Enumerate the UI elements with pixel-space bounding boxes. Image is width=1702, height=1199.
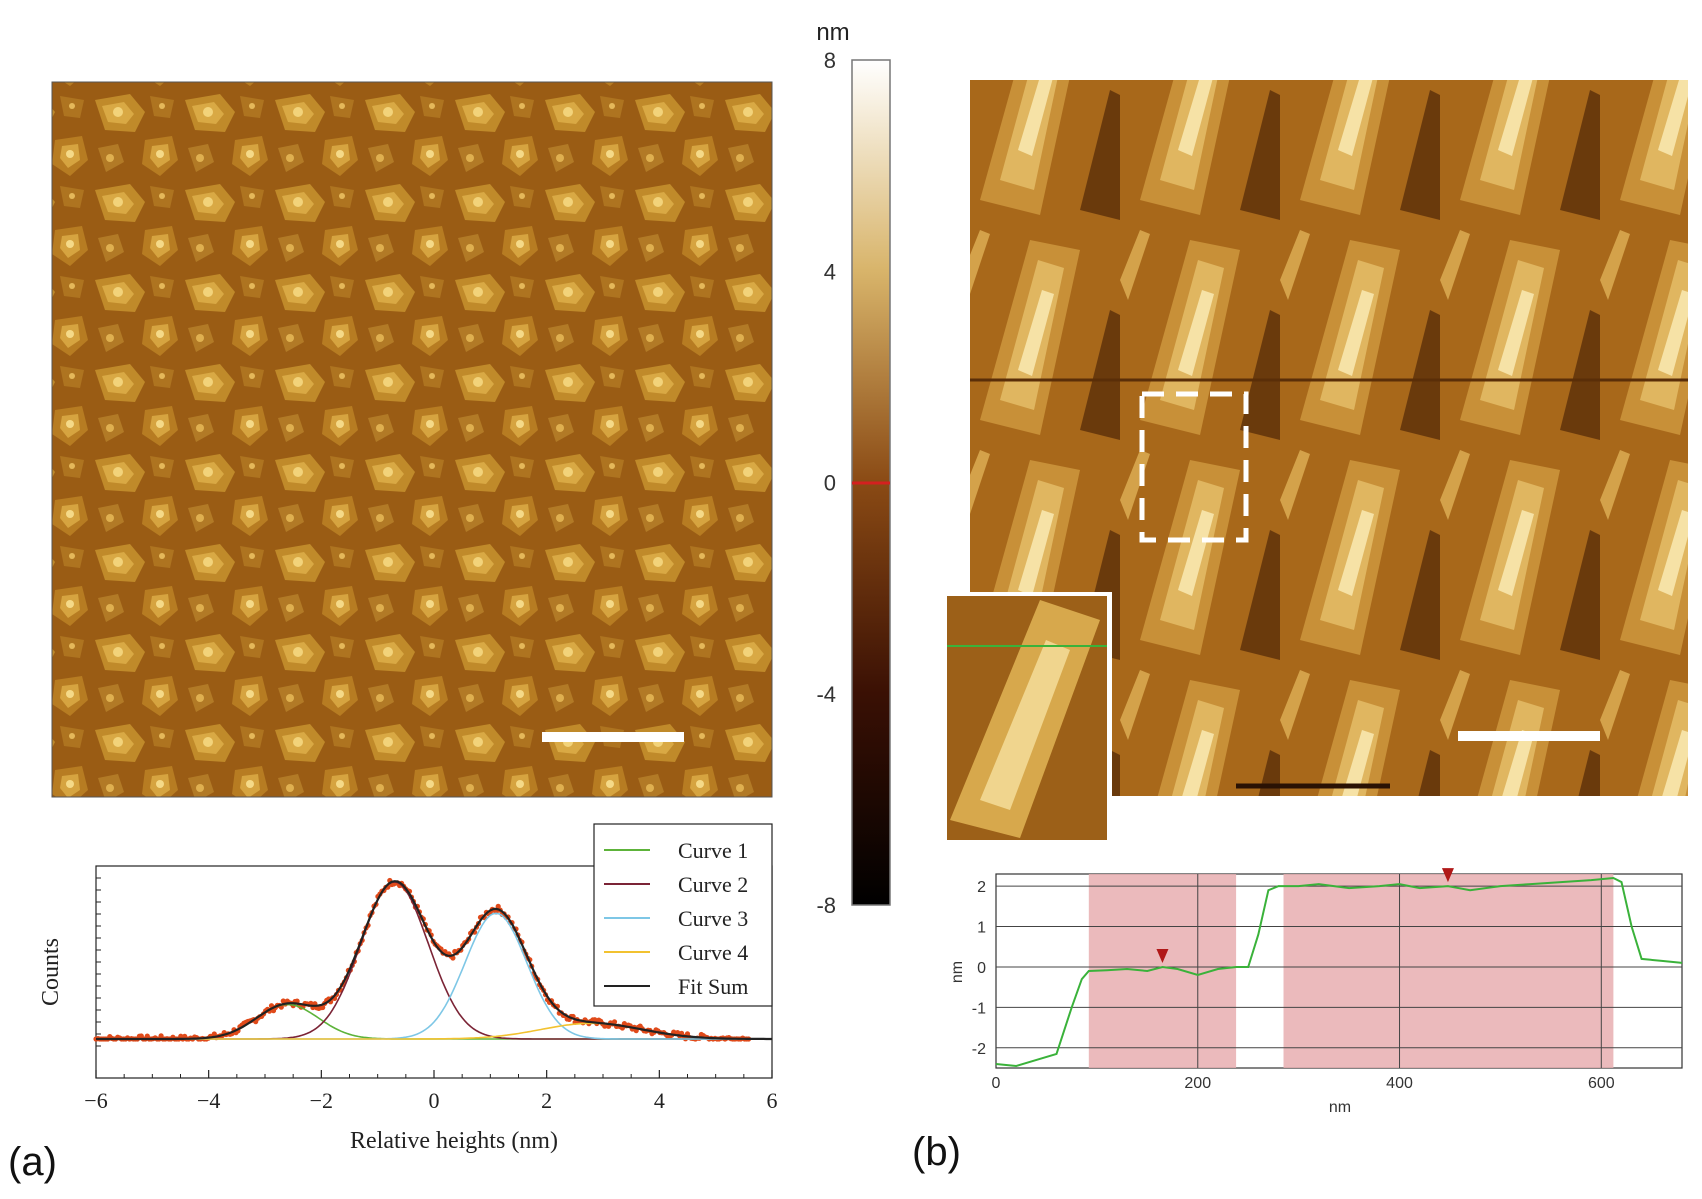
histogram-data-point bbox=[611, 1019, 618, 1025]
colorbar-tick-label: 4 bbox=[824, 259, 836, 284]
profile-x-label: nm bbox=[1329, 1099, 1351, 1116]
histogram-x-tick-label: −2 bbox=[310, 1088, 333, 1113]
histogram-legend-label: Curve 4 bbox=[678, 940, 748, 965]
panel-label-a: (a) bbox=[8, 1140, 57, 1184]
histogram-x-tick-label: 0 bbox=[429, 1088, 440, 1113]
profile-shaded-region bbox=[1283, 874, 1614, 1068]
profile-y-tick-label: 0 bbox=[977, 960, 986, 977]
histogram-legend: Curve 1 Curve 2 Curve 3 Curve 4 Fit Sum bbox=[593, 823, 773, 1007]
panel-label-b: (b) bbox=[912, 1130, 961, 1174]
zoom-region-box bbox=[1139, 391, 1249, 543]
colorbar-tick-label: 8 bbox=[824, 48, 836, 73]
profile-chart: 2 1 0 -1 -2 0 200 400 600 nm nm bbox=[949, 868, 1683, 1116]
profile-y-tick-label: -2 bbox=[972, 1041, 986, 1058]
histogram-data-point bbox=[320, 1004, 326, 1011]
profile-marker bbox=[1441, 868, 1454, 883]
profile-x-tick-label: 600 bbox=[1588, 1075, 1615, 1092]
afm-image-a-surface bbox=[52, 82, 772, 797]
profile-x-tick-label: 200 bbox=[1184, 1075, 1211, 1092]
afm-image-a bbox=[51, 81, 773, 798]
colorbar-tick-label: 0 bbox=[824, 471, 836, 496]
colorbar-ticks: 8 4 0 -4 -8 bbox=[816, 48, 836, 918]
histogram-legend-label: Curve 2 bbox=[678, 872, 748, 897]
scale-bar-a bbox=[542, 732, 684, 742]
histogram-x-tick-label: 2 bbox=[541, 1088, 552, 1113]
profile-y-tick-label: -1 bbox=[972, 1000, 986, 1017]
histogram-legend-label: Curve 1 bbox=[678, 838, 748, 863]
histogram-x-tick-label: 4 bbox=[654, 1088, 665, 1113]
profile-marks bbox=[995, 868, 1683, 1068]
colorbar-tick-label: -8 bbox=[816, 893, 836, 918]
histogram-x-tick-label: 6 bbox=[767, 1088, 778, 1113]
profile-x-tick-label: 0 bbox=[992, 1075, 1001, 1092]
histogram-y-label: Counts bbox=[38, 938, 64, 1006]
histogram-x-tick-label: −6 bbox=[84, 1088, 107, 1113]
profile-marker bbox=[1156, 948, 1169, 963]
scale-bar-b bbox=[1458, 731, 1600, 741]
histogram-chart: −6 −4 −2 0 2 4 6 Relative heights (nm) Counts … bbox=[38, 823, 778, 1154]
profile-y-tick-label: 1 bbox=[977, 920, 986, 937]
histogram-marks bbox=[93, 877, 772, 1042]
afm-image-b bbox=[944, 80, 1688, 844]
profile-x-tick-label: 400 bbox=[1386, 1075, 1413, 1092]
profile-line bbox=[995, 876, 1683, 1068]
histogram-x-tick-label: −4 bbox=[197, 1088, 220, 1113]
histogram-line-fit-sum bbox=[96, 880, 772, 1041]
profile-y-label: nm bbox=[949, 961, 966, 983]
histogram-legend-label: Fit Sum bbox=[678, 974, 748, 999]
afm-image-a-frame bbox=[51, 81, 773, 798]
colorbar-tick-label: -4 bbox=[816, 682, 836, 707]
histogram-legend-label: Curve 3 bbox=[678, 906, 748, 931]
inset-crystal-core bbox=[980, 640, 1070, 810]
profile-ticks: 2 1 0 -1 -2 0 200 400 600 bbox=[972, 879, 1615, 1092]
histogram-ticks: −6 −4 −2 0 2 4 6 bbox=[84, 877, 778, 1113]
histogram-x-label: Relative heights (nm) bbox=[350, 1128, 558, 1154]
colorbar: nm 8 4 0 -4 -8 bbox=[816, 19, 891, 918]
profile-y-tick-label: 2 bbox=[977, 879, 986, 896]
histogram-legend-box bbox=[593, 823, 773, 1007]
colorbar-unit: nm bbox=[816, 19, 849, 46]
